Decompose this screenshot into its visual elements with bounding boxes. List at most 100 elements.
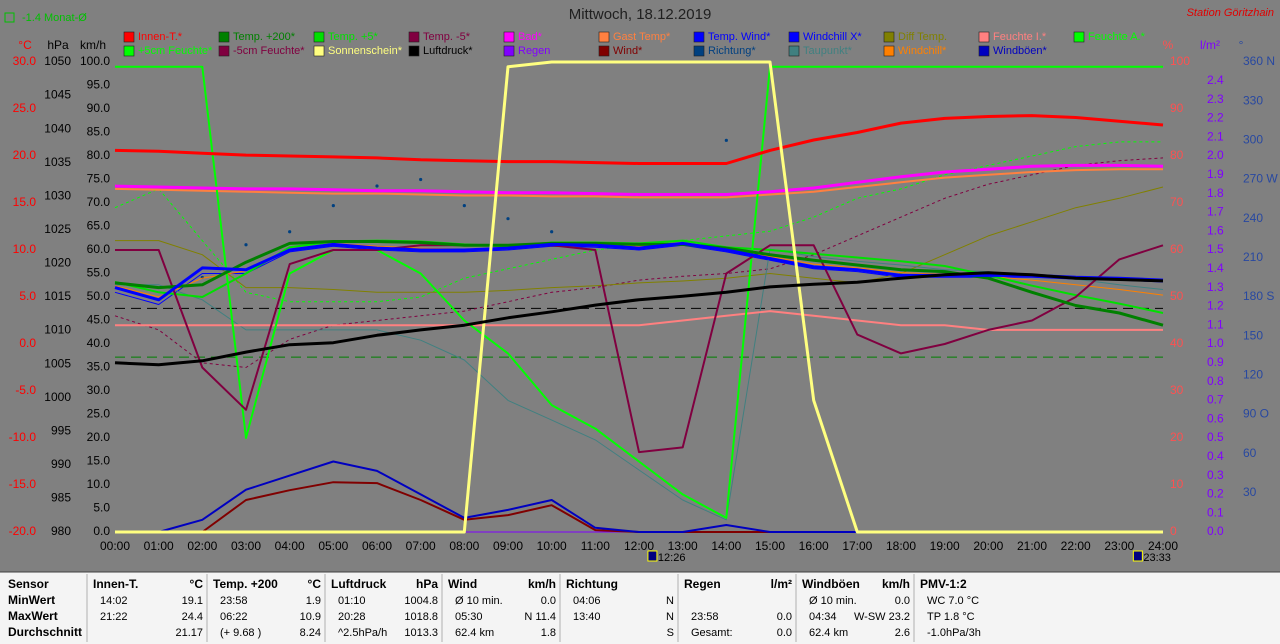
legend-swatch bbox=[503, 45, 515, 57]
y-tick-label: 0.4 bbox=[1207, 449, 1224, 463]
legend-label: -5cm Feuchte* bbox=[233, 45, 305, 57]
table-cell: 10.9 bbox=[300, 611, 321, 623]
table-cell: 13:40 bbox=[573, 611, 601, 623]
y-tick-label: 180 S bbox=[1243, 289, 1274, 303]
x-tick-label: 02:00 bbox=[187, 539, 217, 553]
legend-swatch bbox=[978, 45, 990, 57]
y-tick-label: 980 bbox=[51, 524, 71, 538]
table-cell: 0.0 bbox=[777, 627, 792, 639]
table-cell: 1018.8 bbox=[404, 611, 438, 623]
y-tick-label: 20.0 bbox=[13, 148, 37, 162]
table-cell: Ø 10 min. bbox=[455, 595, 503, 607]
y-tick-label: 1.8 bbox=[1207, 186, 1224, 200]
y-tick-label: 80 bbox=[1170, 148, 1184, 162]
table-cell: 0.0 bbox=[895, 595, 910, 607]
legend-label: Windböen* bbox=[993, 45, 1048, 57]
column-header: Luftdruck bbox=[331, 577, 387, 591]
table-cell: 8.24 bbox=[300, 627, 321, 639]
y-tick-label: 0.5 bbox=[1207, 430, 1224, 444]
series-line bbox=[115, 60, 1163, 534]
direction-point bbox=[724, 138, 728, 142]
y-tick-label: 40.0 bbox=[87, 336, 111, 350]
y-tick-label: 985 bbox=[51, 491, 71, 505]
legend-swatch bbox=[123, 45, 135, 57]
legend-swatch bbox=[693, 45, 705, 57]
legend-label: Temp. -5* bbox=[423, 31, 471, 43]
y-tick-label: 1.5 bbox=[1207, 242, 1224, 256]
station-name: Station Göritzhain bbox=[1187, 7, 1274, 19]
series-line bbox=[114, 271, 1164, 367]
y-tick-label: 90 O bbox=[1243, 407, 1269, 421]
y-tick-label: 70.0 bbox=[87, 195, 111, 209]
y-tick-label: 1.2 bbox=[1207, 299, 1224, 313]
column-header: Innen-T. bbox=[93, 577, 138, 591]
x-tick-label: 23:00 bbox=[1104, 539, 1134, 553]
table-cell: 62.4 km bbox=[809, 627, 848, 639]
series-line bbox=[114, 241, 1164, 302]
y-tick-label: 1.1 bbox=[1207, 317, 1224, 331]
table-cell: 1.9 bbox=[306, 595, 321, 607]
y-tick-label: 0.2 bbox=[1207, 487, 1224, 501]
y-tick-label: 210 bbox=[1243, 250, 1263, 264]
y-tick-label: 2.3 bbox=[1207, 92, 1224, 106]
y-tick-label: 1025 bbox=[44, 222, 71, 236]
direction-point bbox=[288, 230, 292, 234]
x-tick-label: 11:00 bbox=[581, 539, 610, 553]
legend-swatch bbox=[883, 45, 895, 57]
x-tick-label: 08:00 bbox=[449, 539, 479, 553]
series-line bbox=[115, 65, 1163, 519]
y-tick-label: 1040 bbox=[44, 121, 71, 135]
legend-label: Wind* bbox=[613, 45, 643, 57]
ref-icon bbox=[4, 12, 15, 23]
y-tick-label: 0 bbox=[1170, 524, 1177, 538]
y-tick-label: 995 bbox=[51, 423, 71, 437]
table-cell: Gesamt: bbox=[691, 627, 733, 639]
x-tick-label: 20:00 bbox=[973, 539, 1003, 553]
x-tick-label: 09:00 bbox=[493, 539, 523, 553]
column-header: Richtung bbox=[566, 577, 618, 591]
y-tick-label: 1.6 bbox=[1207, 223, 1224, 237]
y-tick-label: 1030 bbox=[44, 188, 71, 202]
table-cell: 05:30 bbox=[455, 611, 483, 623]
legend-label: Luftdruck* bbox=[423, 45, 473, 57]
table-cell: W-SW 23.2 bbox=[854, 611, 910, 623]
table-cell: TP 1.8 °C bbox=[927, 611, 975, 623]
y-tick-label: 60.0 bbox=[87, 242, 111, 256]
direction-point bbox=[375, 184, 379, 188]
direction-point bbox=[550, 230, 554, 234]
y-tick-label: 270 W bbox=[1243, 172, 1278, 186]
y-tick-label: 2.2 bbox=[1207, 111, 1224, 125]
y-tick-label: 50.0 bbox=[87, 289, 111, 303]
y-tick-label: 40 bbox=[1170, 336, 1184, 350]
table-cell: -1.0hPa/3h bbox=[927, 627, 981, 639]
y-tick-label: 2.0 bbox=[1207, 148, 1224, 162]
table-cell: (+ 9.68 ) bbox=[220, 627, 261, 639]
table-cell: 0.0 bbox=[777, 611, 792, 623]
x-tick-label: 19:00 bbox=[930, 539, 960, 553]
stats-background bbox=[0, 572, 1280, 644]
column-header: Windböen bbox=[802, 577, 860, 591]
y-tick-label: 30 bbox=[1243, 485, 1257, 499]
y-tick-label: 2.4 bbox=[1207, 73, 1224, 87]
legend-swatch bbox=[503, 31, 515, 43]
legend-label: Feuchte A.* bbox=[1088, 31, 1146, 43]
y-tick-label: 2.1 bbox=[1207, 129, 1224, 143]
table-cell: 23:58 bbox=[220, 595, 248, 607]
legend-label: Windchill X* bbox=[803, 31, 862, 43]
table-cell: 19.1 bbox=[182, 595, 203, 607]
legend-label: Bad* bbox=[518, 31, 543, 43]
y-tick-label: 20.0 bbox=[87, 430, 111, 444]
legend-swatch bbox=[788, 45, 800, 57]
y-tick-label: 240 bbox=[1243, 211, 1263, 225]
annotation-icon bbox=[1132, 550, 1143, 562]
reference-label: -1.4 Monat-Ø bbox=[22, 12, 87, 24]
series-line bbox=[115, 186, 1164, 293]
x-tick-label: 05:00 bbox=[318, 539, 348, 553]
legend-label: Temp. +200* bbox=[233, 31, 296, 43]
y-tick-label: 95.0 bbox=[87, 78, 111, 92]
y-tick-label: 45.0 bbox=[87, 313, 111, 327]
background bbox=[0, 0, 1280, 572]
x-tick-label: 16:00 bbox=[799, 539, 829, 553]
y-tick-label: 80.0 bbox=[87, 148, 111, 162]
